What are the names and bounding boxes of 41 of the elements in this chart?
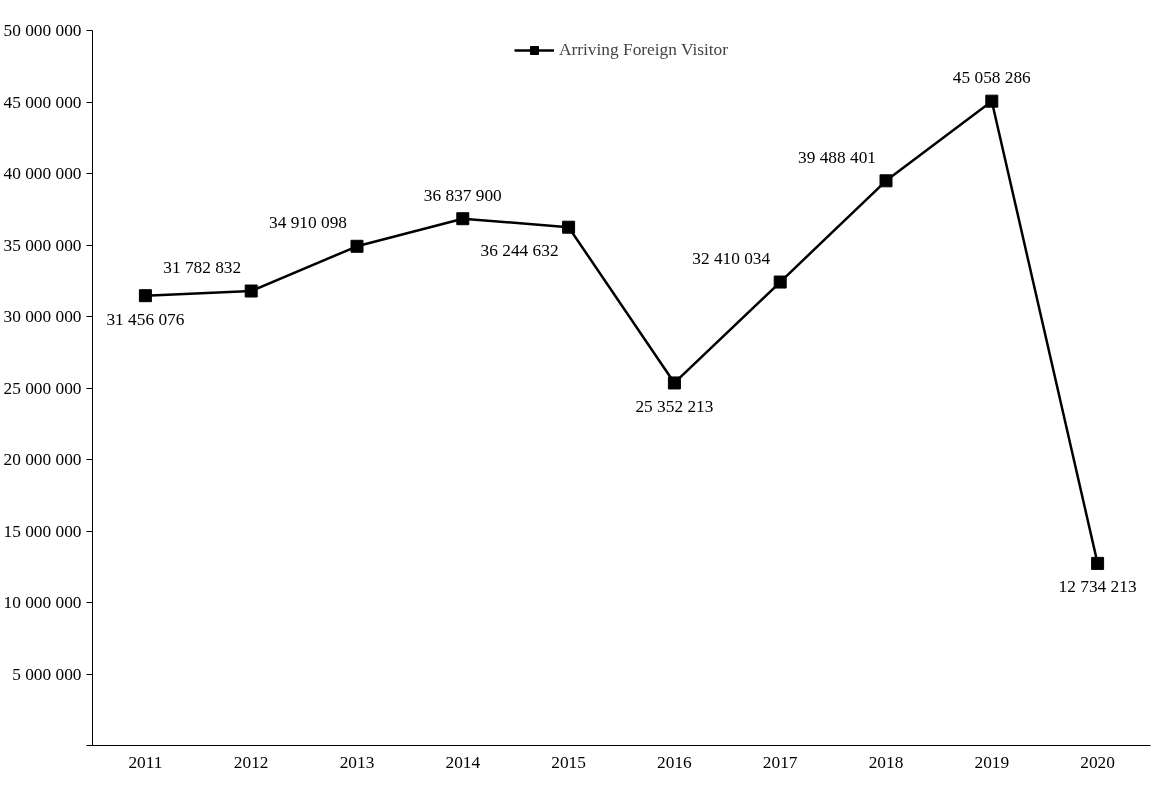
point — [985, 94, 999, 108]
x-tick-label: 2018 — [868, 752, 904, 772]
data-label: 36 244 632 — [480, 241, 559, 261]
point — [1091, 556, 1105, 570]
x-tick-label: 2020 — [1080, 752, 1115, 772]
y-tick-label: 15 000 000 — [3, 521, 82, 541]
y-tick-label: 45 000 000 — [3, 92, 82, 112]
data-label: 32 410 034 — [692, 249, 771, 269]
y-tick-label: 10 000 000 — [3, 593, 82, 612]
data-label: 34 910 098 — [269, 213, 348, 233]
y-tick-label: 50 000 000 — [3, 21, 82, 40]
data-label: 36 837 900 — [423, 185, 502, 205]
x-tick-label: 2013 — [339, 752, 375, 772]
y-tick-label: 5 000 000 — [12, 664, 82, 684]
y-tick-label: 40 000 000 — [3, 164, 82, 183]
y-tick-label: 30 000 000 — [3, 307, 82, 326]
y-tick-label: 25 000 000 — [3, 378, 82, 398]
legend-label: Arriving Foreign Visitor — [558, 40, 729, 60]
point — [562, 220, 576, 234]
point — [138, 289, 152, 303]
point — [773, 275, 787, 289]
point — [667, 376, 681, 390]
point — [244, 284, 258, 298]
x-tick-label: 2015 — [551, 752, 586, 772]
data-label: 31 782 832 — [163, 258, 242, 278]
point — [350, 239, 364, 253]
x-tick-label: 2014 — [445, 752, 481, 772]
x-tick-label: 2016 — [657, 752, 693, 772]
x-tick-label: 2019 — [974, 752, 1010, 772]
data-label: 25 352 213 — [635, 396, 714, 416]
point — [456, 212, 470, 226]
data-label: 39 488 401 — [798, 147, 877, 167]
x-tick-label: 2017 — [762, 752, 798, 772]
y-tick-label: 35 000 000 — [3, 235, 82, 255]
x-tick-label: 2011 — [128, 752, 163, 772]
data-label: 45 058 286 — [952, 68, 1032, 88]
data-label: 12 734 213 — [1058, 577, 1137, 597]
x-tick-label: 2012 — [233, 752, 269, 772]
y-tick-label: 20 000 000 — [3, 450, 82, 469]
point — [879, 174, 893, 188]
data-label: 31 456 076 — [106, 309, 185, 329]
